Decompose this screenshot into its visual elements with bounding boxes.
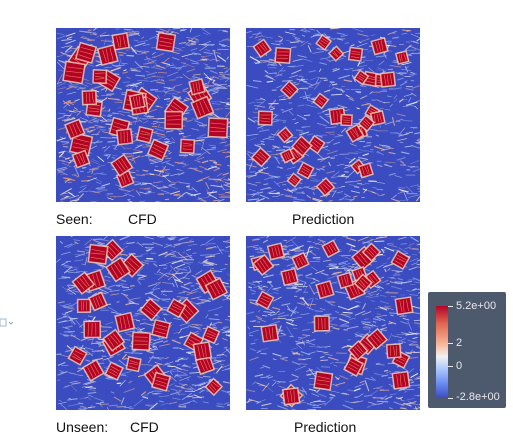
seen-cfd-panel [56, 28, 230, 202]
unseen-cfd-label: CFD [130, 419, 159, 435]
unseen-prediction-panel [246, 236, 420, 410]
unseen-cfd-panel [56, 236, 230, 410]
colorbar-tick-min [448, 398, 453, 399]
colorbar-tick-mid [448, 343, 453, 344]
colorbar-gradient [436, 306, 448, 398]
chevron-down-icon[interactable] [0, 316, 14, 330]
seen-prediction-panel [246, 28, 420, 202]
seen-prediction-label: Prediction [292, 211, 355, 227]
colorbar-tick-zero [448, 366, 453, 367]
colorbar-tick-max [448, 306, 453, 307]
flow-field-image [246, 236, 420, 410]
seen-cfd-label: CFD [128, 211, 157, 227]
seen-label: Seen: [56, 211, 93, 227]
unseen-prediction-label: Prediction [294, 419, 357, 435]
flow-field-image [56, 236, 230, 410]
colorbar-max-label: 5.2e+00 [456, 300, 497, 312]
colorbar-mid-label: 2 [456, 337, 463, 349]
colorbar-min-label: -2.8e+00 [456, 391, 500, 403]
unseen-label: Unseen: [56, 419, 109, 435]
colorbar-legend: 5.2e+00 2 0 -2.8e+00 [428, 292, 506, 408]
colorbar-zero-label: 0 [456, 360, 463, 372]
flow-field-image [56, 28, 230, 202]
flow-field-image [246, 28, 420, 202]
